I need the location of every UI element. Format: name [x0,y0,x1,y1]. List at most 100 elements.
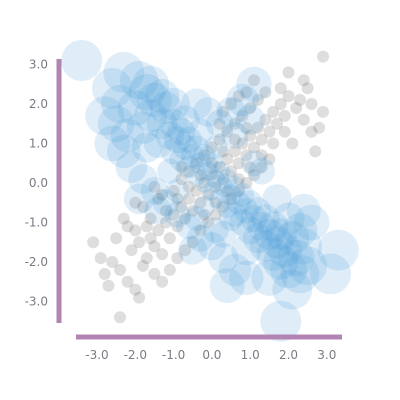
series-1-point [221,122,249,149]
series-1-point [163,126,191,154]
series-0-point [225,165,237,178]
series-1 [61,40,359,342]
y-tick-label: 0.0 [29,176,48,190]
series-0-point [190,184,203,197]
series-0-point [225,192,237,205]
series-0-point [87,236,100,249]
series-0-point [194,196,207,209]
series-1-point [215,195,239,218]
series-1-point [193,195,216,218]
x-tick-label: 3.0 [317,348,336,362]
series-0-point [305,125,318,138]
series-0-point [221,153,234,166]
series-0-point [175,161,188,174]
series-0-point [102,279,115,292]
series-1-point [137,82,172,118]
series-0-point [232,184,245,197]
series-1-point [258,211,289,242]
y-tick-label: 1.0 [29,137,48,151]
series-1-point [220,183,242,206]
series-1-point [61,40,103,81]
series-0-point [163,232,176,245]
series-0-point [156,275,169,288]
series-0-point [267,105,280,118]
series-1-point [244,197,272,225]
series-0-point [182,192,195,205]
series-1-point [157,87,190,121]
series-0-point [236,109,249,122]
series-0-point [140,252,153,265]
series-1-point [260,300,302,342]
series-1-point [230,183,255,207]
series-1-point [181,143,205,168]
series-1-point [216,96,246,127]
series-0 [87,50,329,324]
series-1-point [169,147,194,172]
points-layer [61,40,359,342]
series-1-point [97,105,135,143]
series-1-point [170,105,200,135]
series-1-point [237,190,263,216]
series-0-point [209,180,222,193]
series-0-point [175,173,188,186]
series-1-point [205,110,234,138]
series-1-point [192,144,216,167]
series-0-point [259,86,272,99]
series-0-point [137,200,149,213]
series-0-point [232,157,245,170]
series-1-point [251,259,288,296]
series-0-point [282,66,295,79]
series-0-point [148,240,161,253]
series-1-point [263,244,299,280]
series-1-point [236,216,265,245]
series-0-point [202,188,215,201]
series-0-point [290,102,303,114]
series-0-point [186,204,199,217]
series-0-point [240,149,253,162]
series-0-point [263,153,276,166]
series-0-point [209,196,222,209]
series-0-point [240,86,253,99]
series-0-point [125,244,138,257]
series-0-point [159,204,172,217]
series-1-point [286,193,321,228]
series-0-point [167,184,180,197]
series-1-point [187,118,214,145]
series-1-point [264,218,297,251]
series-0-point [255,133,268,146]
series-0-point [228,133,241,146]
series-0-point [194,224,207,237]
series-0-point [248,169,260,182]
x-tick-label: -1.0 [162,348,185,362]
series-0-point [121,220,134,233]
series-0-point [121,275,134,288]
series-0-point [221,184,234,197]
series-0-point [244,161,257,174]
series-0-point [232,90,245,103]
series-1-point [184,135,209,160]
series-0-point [301,82,314,95]
series-1-point [107,134,141,169]
series-1-point [248,157,275,185]
series-0-point [198,149,211,162]
series-1-point [241,150,267,177]
series-1-point [172,134,198,160]
series-0-point [274,82,287,95]
series-1-point [178,235,208,265]
series-1-point [251,204,280,233]
series-0-point [251,94,264,106]
series-0-point [244,129,257,142]
series-1-point [92,67,133,109]
series-0-point [297,113,310,126]
series-1-point [231,234,262,266]
series-0-point [133,291,146,304]
series-1-point [280,254,320,294]
series-1-point [275,221,310,256]
series-1-point [293,204,330,241]
series-1-point [85,96,125,136]
x-tick-label: 0.0 [202,348,221,362]
series-1-point [167,117,196,146]
series-1-point [149,91,183,125]
x-tick-label: -2.0 [124,348,147,362]
